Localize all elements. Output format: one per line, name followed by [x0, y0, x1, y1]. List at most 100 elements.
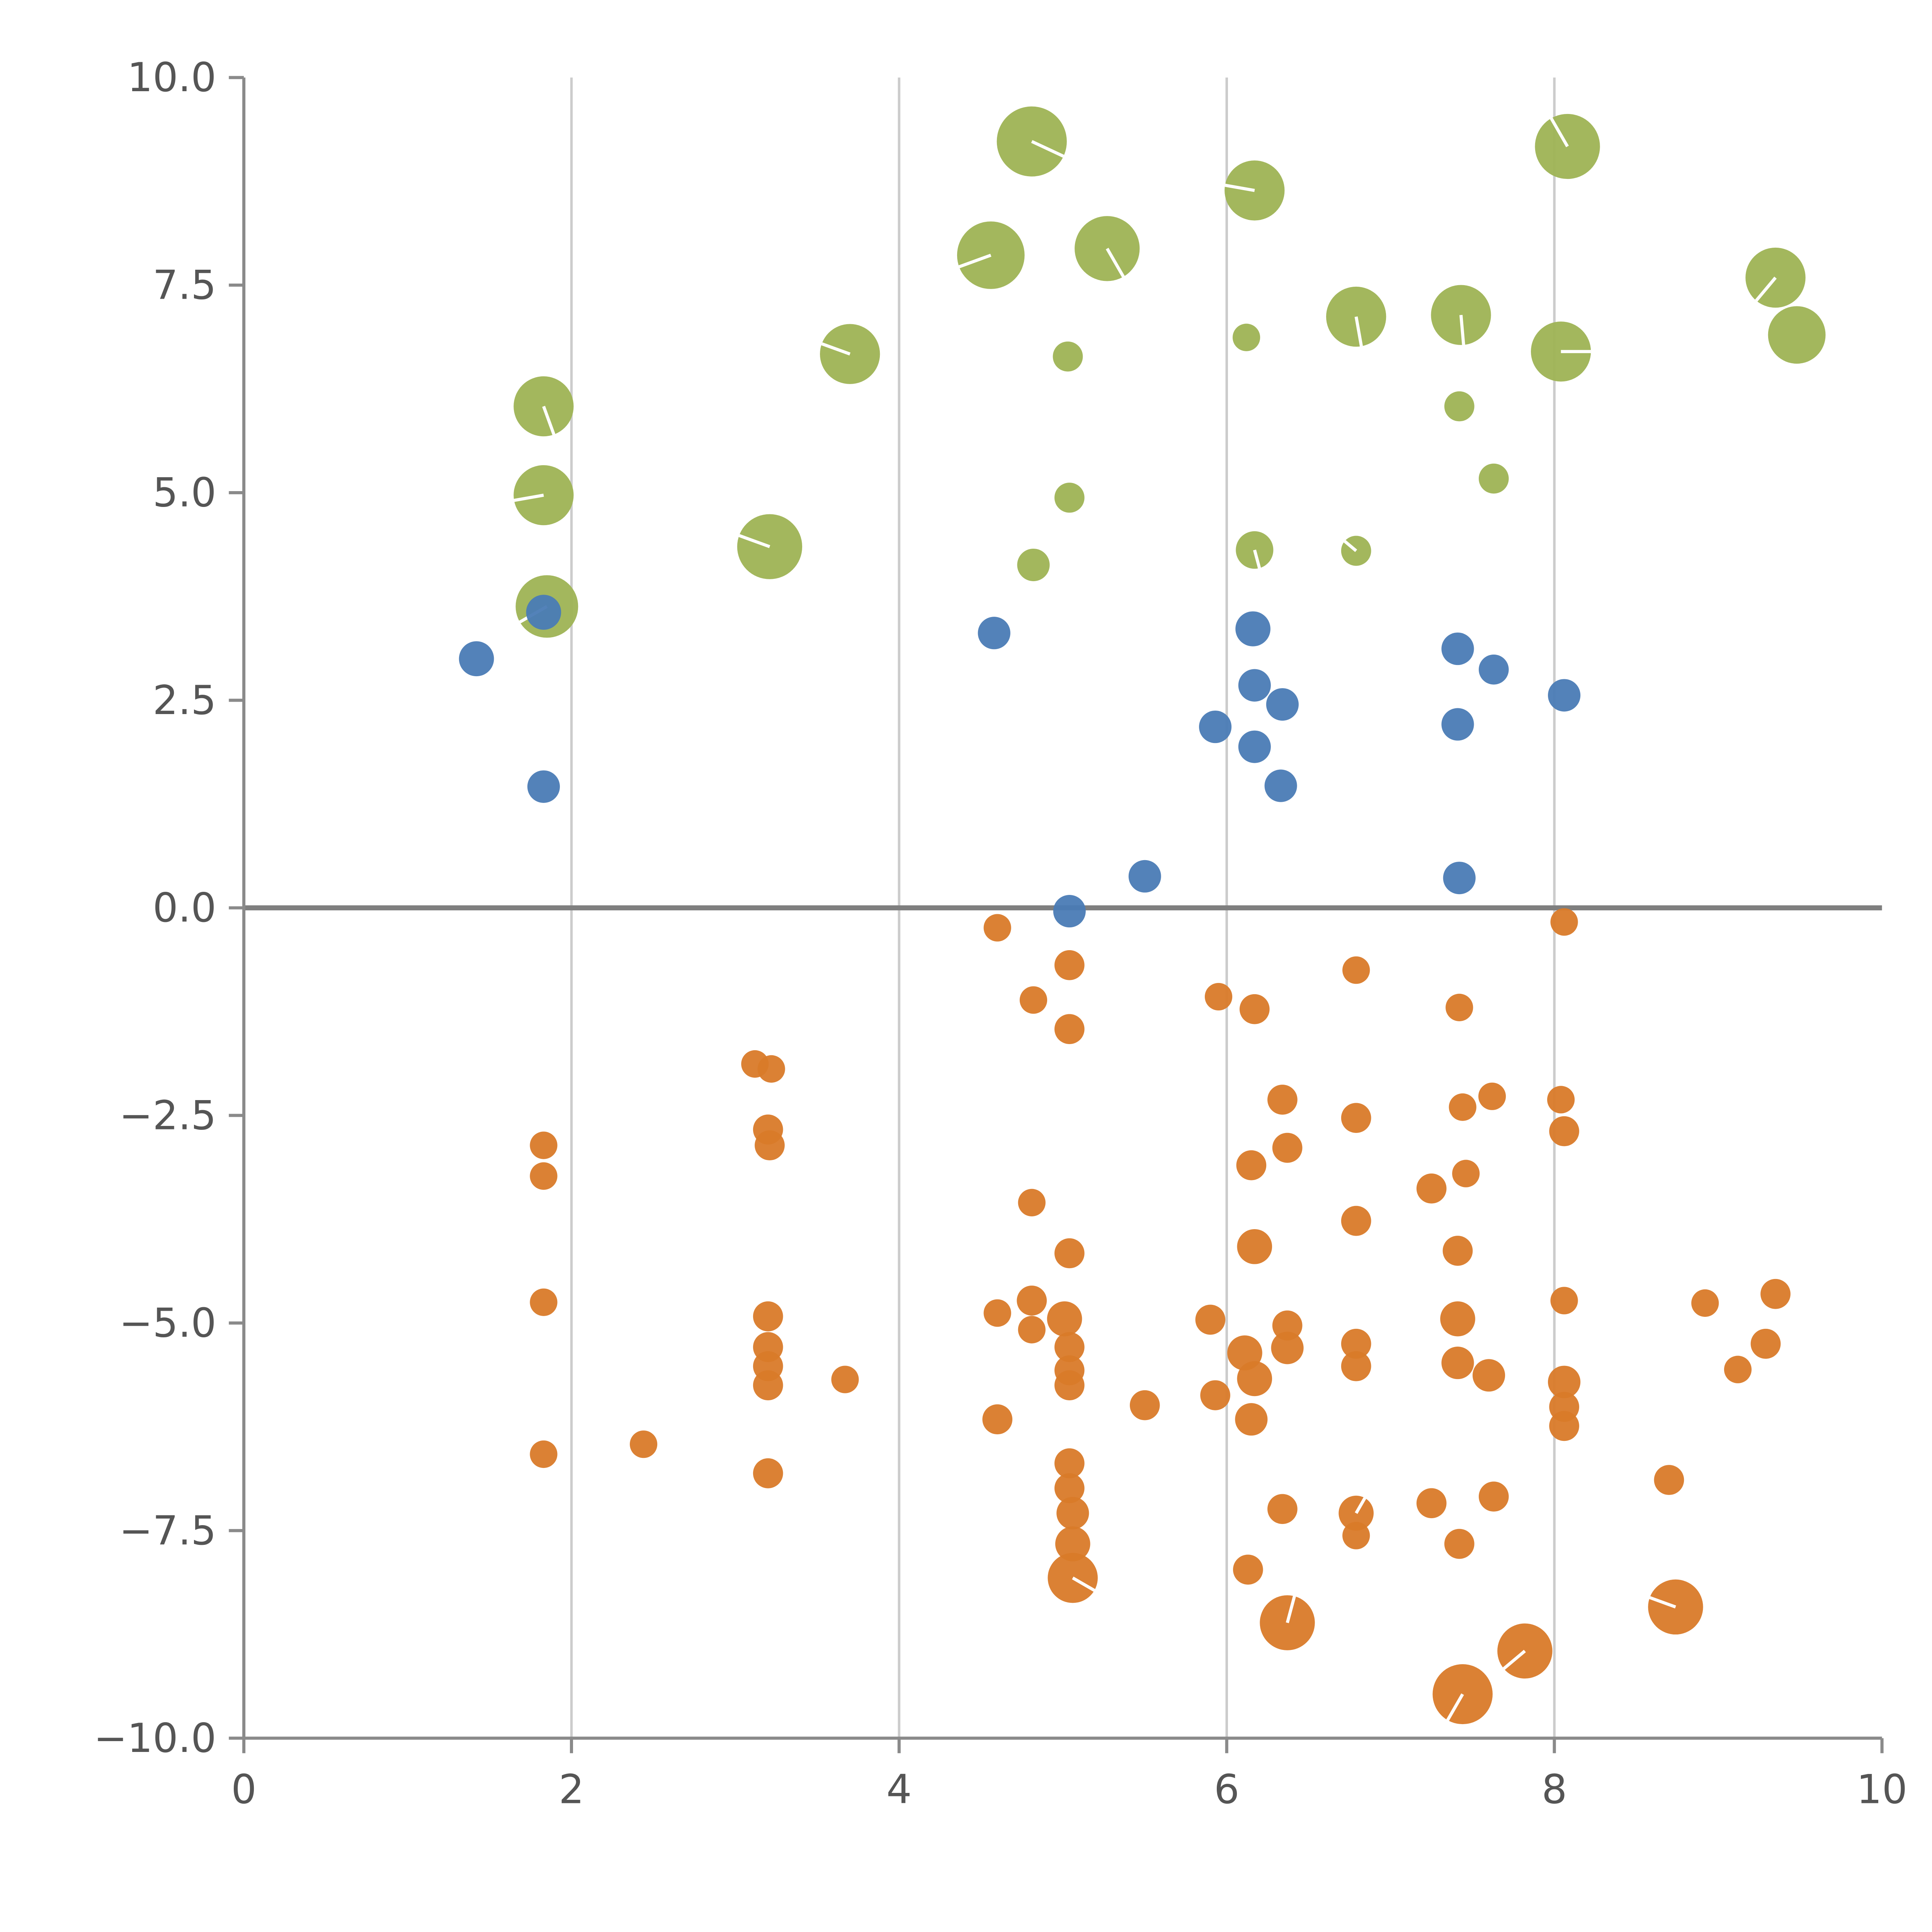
data-point	[1768, 306, 1826, 364]
data-point	[1233, 323, 1260, 351]
data-point	[1724, 1355, 1752, 1383]
data-point	[1195, 1304, 1226, 1335]
data-point	[983, 914, 1011, 942]
data-point	[983, 1299, 1011, 1327]
x-tick-label: 4	[886, 1767, 912, 1813]
data-point	[1235, 611, 1270, 646]
x-tick-label: 6	[1214, 1767, 1240, 1813]
data-point	[1054, 1448, 1085, 1478]
data-point	[1199, 710, 1232, 743]
data-point	[1342, 1522, 1370, 1549]
data-point	[753, 1370, 783, 1400]
data-point	[1200, 1380, 1230, 1410]
series-orange	[530, 908, 1791, 1725]
bubble-radius-tick	[514, 493, 544, 502]
bubble-radius-tick	[1225, 184, 1255, 192]
data-point	[1449, 1093, 1476, 1121]
bubble-radius-tick	[1031, 140, 1065, 158]
data-point	[1478, 1082, 1506, 1110]
data-point	[530, 1162, 558, 1190]
data-point	[1441, 632, 1474, 665]
data-point	[1204, 983, 1233, 1011]
data-point	[982, 1404, 1013, 1435]
data-point	[1075, 216, 1140, 281]
series-blue	[459, 595, 1581, 928]
data-point	[1054, 483, 1085, 513]
data-point	[1342, 956, 1370, 984]
data-point	[1267, 1494, 1298, 1524]
data-point	[1054, 1370, 1085, 1400]
data-point	[1047, 1301, 1082, 1337]
data-point	[1441, 1347, 1474, 1379]
data-point	[1271, 1332, 1304, 1364]
y-tick-label: 7.5	[153, 262, 216, 308]
data-point	[1260, 1595, 1315, 1650]
data-point	[1237, 1229, 1272, 1264]
data-point	[1547, 1086, 1575, 1114]
data-point	[1478, 1481, 1509, 1512]
data-point	[1548, 1366, 1581, 1398]
y-tick-label: −7.5	[119, 1508, 216, 1554]
bubble-radius-tick	[1344, 540, 1357, 552]
data-point	[1452, 1160, 1480, 1187]
data-point	[1054, 1473, 1085, 1503]
data-point	[1341, 1351, 1371, 1381]
data-point	[514, 376, 574, 437]
data-point	[753, 1458, 783, 1488]
bubble-radius-tick	[1755, 276, 1777, 302]
data-point	[1549, 1411, 1579, 1441]
data-point	[1341, 1328, 1371, 1359]
data-point	[526, 595, 561, 630]
data-point	[1431, 285, 1491, 345]
data-point	[1478, 463, 1509, 494]
data-point	[1238, 730, 1271, 763]
bubble-radius-tick	[1355, 1497, 1366, 1514]
bubble-radius-tick	[821, 342, 851, 356]
data-point	[1478, 654, 1509, 685]
data-point	[1416, 1173, 1447, 1204]
data-point	[1760, 1279, 1791, 1309]
data-point	[1341, 1206, 1371, 1236]
data-point	[1054, 1332, 1085, 1362]
data-point	[1654, 1465, 1684, 1495]
data-point	[1549, 1116, 1579, 1146]
data-point	[1341, 1103, 1371, 1133]
data-point	[1054, 950, 1085, 980]
data-point	[1550, 908, 1578, 936]
data-point	[1444, 1529, 1475, 1559]
axes: 0 2 4 6 8 10 10.0 7.5 5.0 2.5 0.0 −2.5 −5.0 −7.5 −10.0	[94, 54, 1908, 1813]
y-tick-label: 5.0	[153, 470, 216, 516]
data-point	[831, 1366, 859, 1393]
data-point	[1238, 669, 1271, 702]
data-point	[1017, 1286, 1047, 1316]
bubble-radius-tick	[958, 253, 992, 269]
x-tick-label: 8	[1542, 1767, 1567, 1813]
data-point	[1416, 1488, 1447, 1519]
bubble-radius-tick	[1649, 1596, 1676, 1609]
data-point	[1264, 769, 1297, 802]
data-point	[1267, 1085, 1298, 1115]
data-point	[1053, 895, 1086, 928]
y-tick-label: 2.5	[153, 677, 216, 724]
data-point	[1056, 1497, 1089, 1530]
data-point	[1055, 1526, 1090, 1561]
bubble-radius-tick	[738, 534, 770, 548]
data-point	[1266, 688, 1299, 721]
data-point	[1442, 1236, 1473, 1266]
data-point	[1053, 341, 1083, 372]
bubble-radius-tick	[1549, 117, 1569, 148]
data-point	[530, 1131, 558, 1159]
data-point	[1018, 1316, 1046, 1344]
bubble-radius-tick	[1253, 549, 1261, 569]
data-point	[753, 1301, 783, 1332]
data-point	[1443, 862, 1476, 895]
bubble-radius-tick	[542, 406, 556, 435]
data-point	[1236, 1150, 1267, 1180]
data-point	[527, 770, 560, 803]
data-point	[1128, 860, 1161, 893]
data-point	[1018, 1189, 1046, 1216]
data-point	[1054, 1238, 1085, 1269]
series-green	[514, 106, 1826, 638]
data-point	[1017, 548, 1050, 582]
